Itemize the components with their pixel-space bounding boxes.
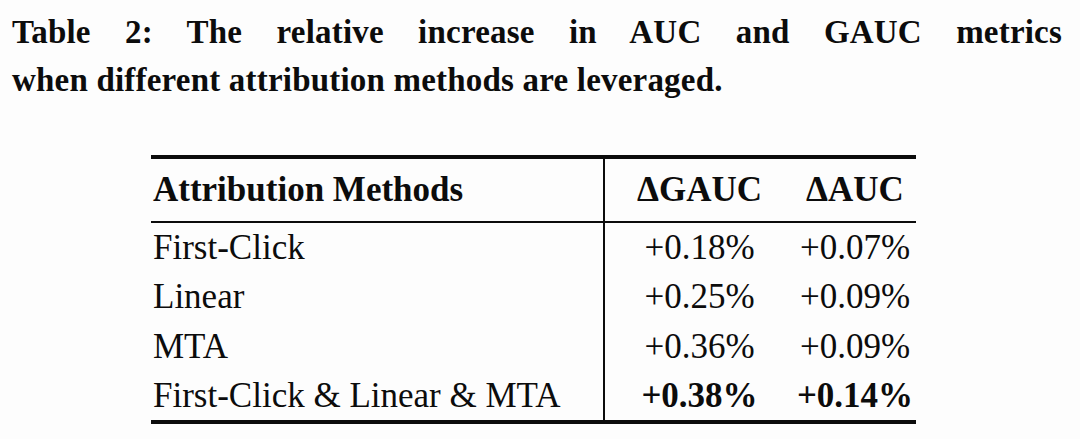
table-caption: Table 2: The relative increase in AUC an… xyxy=(12,8,1062,104)
col-header-attribution-methods: Attribution Methods xyxy=(151,157,604,222)
method-cell: Linear xyxy=(151,272,604,322)
auc-cell: +0.07% xyxy=(794,222,916,272)
table-row: First-Click & Linear & MTA +0.38% +0.14% xyxy=(151,372,916,422)
method-cell: First-Click & Linear & MTA xyxy=(151,372,604,422)
col-header-delta-gauc: ΔGAUC xyxy=(604,157,794,222)
attribution-results-table: Attribution Methods ΔGAUC ΔAUC First-Cli… xyxy=(151,155,916,424)
caption-line-2: when different attribution methods are l… xyxy=(12,56,1062,104)
gauc-cell: +0.36% xyxy=(604,322,794,372)
table-row: Linear +0.25% +0.09% xyxy=(151,272,916,322)
method-cell: First-Click xyxy=(151,222,604,272)
gauc-cell: +0.25% xyxy=(604,272,794,322)
header-row: Attribution Methods ΔGAUC ΔAUC xyxy=(151,157,916,222)
results-table-container: Attribution Methods ΔGAUC ΔAUC First-Cli… xyxy=(151,155,916,424)
auc-cell: +0.14% xyxy=(794,372,916,422)
gauc-cell: +0.38% xyxy=(604,372,794,422)
gauc-cell: +0.18% xyxy=(604,222,794,272)
table-row: MTA +0.36% +0.09% xyxy=(151,322,916,372)
table-row: First-Click +0.18% +0.07% xyxy=(151,222,916,272)
auc-cell: +0.09% xyxy=(794,272,916,322)
col-header-delta-auc: ΔAUC xyxy=(794,157,916,222)
caption-line-1: Table 2: The relative increase in AUC an… xyxy=(12,8,1062,56)
method-cell: MTA xyxy=(151,322,604,372)
auc-cell: +0.09% xyxy=(794,322,916,372)
